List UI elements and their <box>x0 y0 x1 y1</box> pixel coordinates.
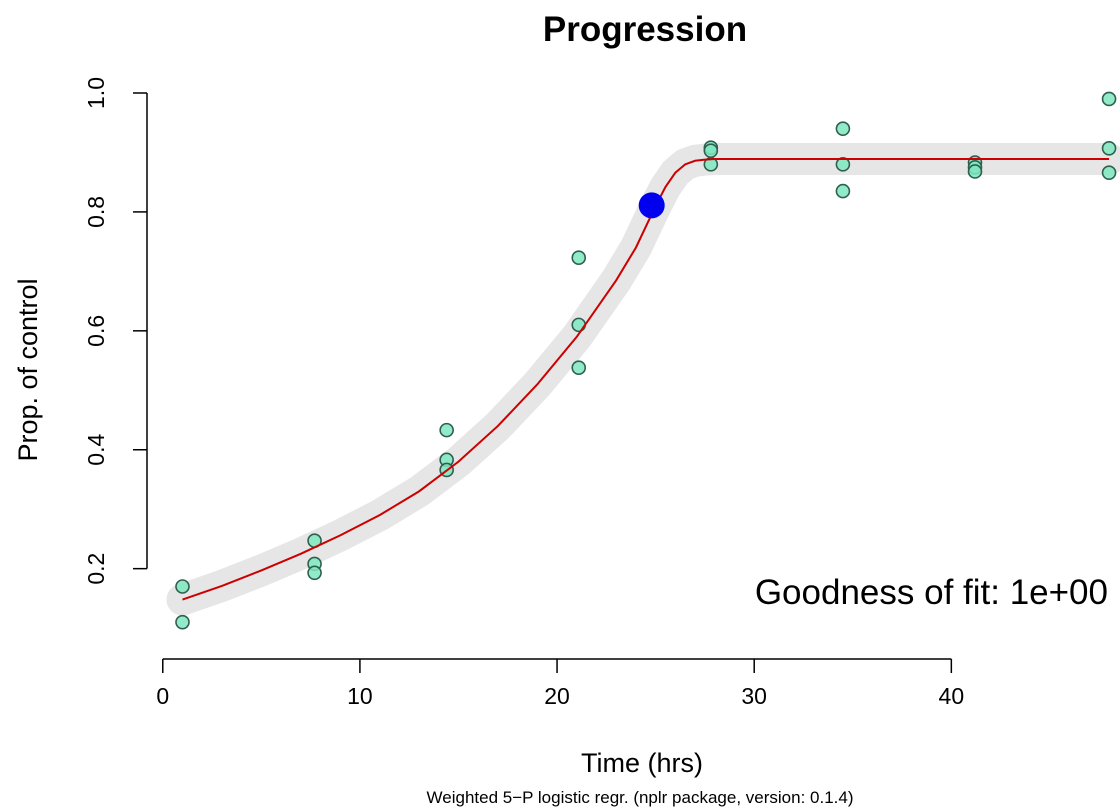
data-points <box>175 91 1117 630</box>
data-point <box>1101 165 1117 180</box>
data-point <box>1101 140 1117 156</box>
x-axis-ticks: 0 10 20 30 40 <box>156 659 964 709</box>
data-point <box>835 121 851 136</box>
inflection-point-group <box>638 192 665 219</box>
x-tick-label: 40 <box>939 683 965 709</box>
x-tick-label: 10 <box>347 683 373 709</box>
data-point <box>703 143 719 158</box>
y-tick-label: 1.0 <box>83 77 109 109</box>
y-tick-label: 0.8 <box>83 196 109 228</box>
inflection-point <box>638 192 665 219</box>
y-tick-label: 0.4 <box>83 434 109 466</box>
chart-title: Progression <box>543 10 747 49</box>
data-point <box>175 579 190 594</box>
x-tick-label: 30 <box>741 683 767 709</box>
data-point <box>1101 91 1117 107</box>
y-tick-label: 0.2 <box>83 553 109 585</box>
x-tick-label: 20 <box>544 683 570 709</box>
x-axis-label: Time (hrs) <box>581 748 703 778</box>
model-footnote: Weighted 5−P logistic regr. (nplr packag… <box>427 788 854 807</box>
data-point <box>307 565 322 581</box>
data-point <box>835 157 851 172</box>
data-point <box>703 157 719 172</box>
data-point <box>835 183 851 199</box>
y-tick-label: 0.6 <box>83 315 109 347</box>
x-tick-label: 0 <box>156 683 169 709</box>
fit-curve <box>182 158 1110 601</box>
goodness-of-fit-annotation: Goodness of fit: 1e+00 <box>755 573 1108 612</box>
data-point <box>967 164 983 179</box>
data-point <box>571 360 587 375</box>
data-point <box>571 250 587 265</box>
data-point <box>571 317 587 333</box>
y-axis-label: Prop. of control <box>13 278 43 461</box>
data-point <box>175 614 190 630</box>
data-point <box>439 422 454 438</box>
y-axis-ticks: 0.2 0.4 0.6 0.8 1.0 <box>83 77 147 585</box>
